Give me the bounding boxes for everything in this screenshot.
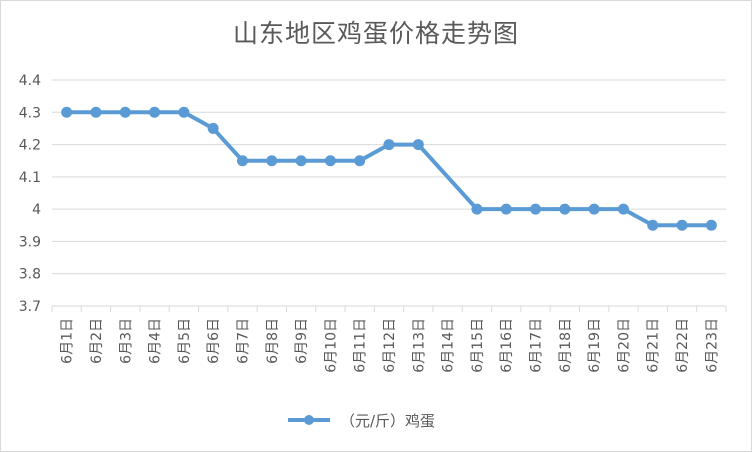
x-tick-label: 6月22日 xyxy=(675,318,691,373)
legend-swatch xyxy=(288,415,330,425)
legend-label: （元/斤）鸡蛋 xyxy=(340,411,436,430)
x-tick-label: 6月1日 xyxy=(60,318,76,364)
y-tick-label: 3.7 xyxy=(19,299,41,315)
y-tick-label: 3.9 xyxy=(19,234,41,250)
x-tick-label: 6月23日 xyxy=(704,318,720,373)
y-tick-label: 3.8 xyxy=(19,267,41,283)
y-tick-label: 4.2 xyxy=(19,138,41,154)
x-tick-label: 6月7日 xyxy=(235,318,251,364)
data-point xyxy=(383,139,395,151)
data-point xyxy=(705,219,717,231)
x-tick-label: 6月20日 xyxy=(616,318,632,373)
data-point xyxy=(530,203,542,215)
data-point xyxy=(295,155,307,167)
data-point xyxy=(149,106,161,118)
y-tick-label: 4.1 xyxy=(19,170,41,186)
x-tick-label: 6月6日 xyxy=(206,318,222,364)
x-tick-label: 6月21日 xyxy=(646,318,662,373)
data-point xyxy=(617,203,629,215)
data-point xyxy=(90,106,102,118)
data-point xyxy=(500,203,512,215)
y-tick-label: 4 xyxy=(32,202,41,218)
x-tick-label: 6月18日 xyxy=(558,318,574,373)
data-point xyxy=(207,122,219,134)
x-tick-label: 6月19日 xyxy=(587,318,603,373)
y-tick-label: 4.4 xyxy=(19,73,41,89)
data-point xyxy=(647,219,659,231)
x-tick-label: 6月4日 xyxy=(148,318,164,364)
chart-title: 山东地区鸡蛋价格走势图 xyxy=(232,19,519,48)
x-tick-label: 6月14日 xyxy=(441,318,457,373)
data-point xyxy=(119,106,131,118)
data-point xyxy=(324,155,336,167)
x-tick-label: 6月8日 xyxy=(265,318,281,364)
data-point xyxy=(178,106,190,118)
data-point xyxy=(412,139,424,151)
x-tick-label: 6月12日 xyxy=(382,318,398,373)
x-tick-label: 6月17日 xyxy=(529,318,545,373)
x-tick-label: 6月2日 xyxy=(89,318,105,364)
legend: （元/斤）鸡蛋 xyxy=(286,407,435,433)
x-tick-label: 6月15日 xyxy=(470,318,486,373)
x-tick-label: 6月11日 xyxy=(353,318,369,373)
x-tick-label: 6月3日 xyxy=(118,318,134,364)
data-point xyxy=(354,155,366,167)
data-point xyxy=(588,203,600,215)
data-point xyxy=(559,203,571,215)
x-tick-label: 6月13日 xyxy=(411,318,427,373)
x-tick-label: 6月10日 xyxy=(323,318,339,373)
x-tick-label: 6月5日 xyxy=(177,318,193,364)
y-tick-label: 4.3 xyxy=(19,105,41,121)
x-tick-label: 6月9日 xyxy=(294,318,310,364)
series-line xyxy=(66,110,712,228)
data-point xyxy=(266,155,278,167)
data-point xyxy=(236,155,248,167)
data-point xyxy=(676,219,688,231)
data-point xyxy=(471,203,483,215)
x-tick-label: 6月16日 xyxy=(499,318,515,373)
data-point xyxy=(61,106,73,118)
